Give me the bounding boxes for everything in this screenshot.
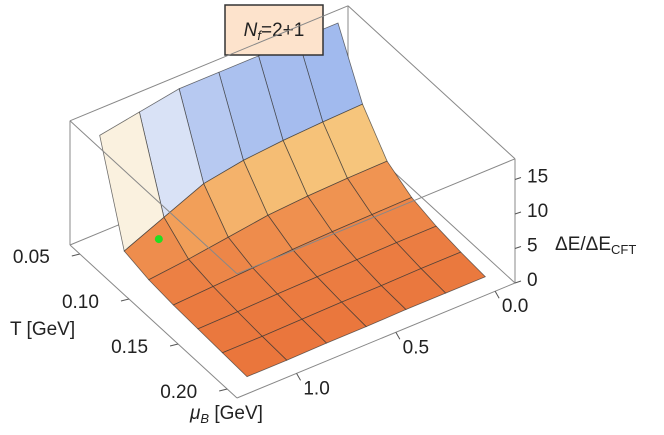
zlabel-main: ΔE/ΔE <box>555 234 611 255</box>
y-tick-label: 0.5 <box>403 337 429 358</box>
z-tick <box>514 177 522 180</box>
surface-patch <box>221 335 288 378</box>
z-tick-label: 10 <box>527 201 548 222</box>
x-tick-label: 0.15 <box>111 337 148 358</box>
z-tick <box>514 280 522 284</box>
x-tick <box>120 298 130 302</box>
x-tick <box>71 253 80 257</box>
title-rest: =2+1 <box>261 20 304 41</box>
zlabel-sub: CFT <box>611 242 636 257</box>
x-tick-label: 0.10 <box>62 292 99 313</box>
z-tick-label: 0 <box>527 270 538 291</box>
y-tick <box>494 290 500 299</box>
box-edge <box>236 282 516 399</box>
title-box <box>224 4 324 56</box>
box-edge <box>347 5 516 160</box>
ylabel-sub: B <box>200 411 209 426</box>
z-tick <box>514 246 522 249</box>
x-tick <box>219 388 228 392</box>
critical-point <box>154 235 163 244</box>
y-axis-label: μB [GeV] <box>189 403 263 426</box>
y-tick <box>296 373 302 381</box>
y-tick-label: 1.0 <box>303 378 329 399</box>
title-main: N <box>244 20 258 41</box>
box-edge <box>69 244 238 399</box>
z-tick <box>514 211 522 215</box>
z-axis-label: ΔE/ΔECFT <box>555 234 636 257</box>
x-tick-label: 0.20 <box>160 382 197 403</box>
box-edge <box>69 5 349 122</box>
ylabel-rest: [GeV] <box>209 403 263 424</box>
y-tick-label: 0.0 <box>502 296 528 317</box>
chart-title: Nf=2+1 <box>244 20 305 43</box>
y-tick <box>395 332 401 340</box>
z-tick-label: 15 <box>527 167 548 188</box>
x-tick-label: 0.05 <box>13 247 50 268</box>
x-axis-label: T [GeV] <box>10 319 75 340</box>
x-tick <box>169 343 179 347</box>
z-tick-label: 5 <box>527 236 538 257</box>
surface <box>99 22 487 378</box>
title-sub: f <box>257 28 262 43</box>
ylabel-main: μ <box>189 403 201 424</box>
box-edge <box>69 120 238 275</box>
box-edge <box>236 158 516 275</box>
